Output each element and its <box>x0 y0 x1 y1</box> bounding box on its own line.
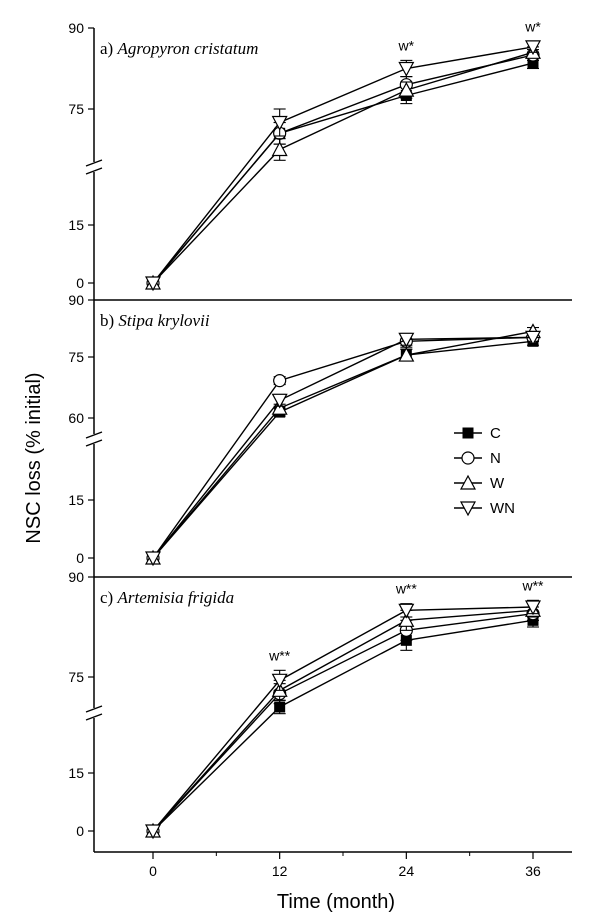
y-tick-label: 60 <box>68 410 84 426</box>
point-marker-wn <box>459 501 477 517</box>
series-line <box>152 51 534 284</box>
point-marker-wn <box>144 276 162 292</box>
point-marker-wn <box>144 824 162 840</box>
series-wn <box>144 330 542 567</box>
panel-title: b) Stipa krylovii <box>100 311 210 330</box>
point-marker-w <box>398 81 415 97</box>
series-c <box>147 613 539 837</box>
axis-break <box>85 159 103 175</box>
legend-label: W <box>490 475 505 492</box>
point-marker-n <box>273 374 287 388</box>
y-tick-label: 75 <box>68 669 84 685</box>
significance-label: w** <box>268 647 291 663</box>
series-line <box>152 619 534 832</box>
y-tick-label: 90 <box>68 569 84 585</box>
y-tick-label: 15 <box>68 765 84 781</box>
series-line <box>152 609 534 832</box>
series-line <box>152 330 534 559</box>
series-n <box>146 330 540 565</box>
point-marker-w <box>398 346 415 362</box>
legend-label: WN <box>490 500 515 517</box>
significance-label: w* <box>398 37 415 53</box>
point-marker-wn <box>524 330 542 346</box>
y-tick-label: 75 <box>68 349 84 365</box>
panel-title: c) Artemisia frigida <box>100 588 234 607</box>
y-tick-label: 0 <box>76 275 84 291</box>
y-axis-title: NSC loss (% initial) <box>23 372 45 543</box>
legend-entry-n: N <box>454 450 501 467</box>
point-marker-wn <box>271 115 288 131</box>
significance-label: w** <box>395 581 418 597</box>
axis-break <box>85 431 103 447</box>
series-wn <box>144 40 542 292</box>
y-tick-label: 15 <box>68 217 84 233</box>
series-wn <box>144 599 542 840</box>
point-marker-n <box>461 451 475 465</box>
axis-break <box>85 705 103 721</box>
panel-title: a) Agropyron cristatum <box>100 39 258 58</box>
series-line <box>152 336 534 559</box>
y-tick-label: 90 <box>68 20 84 36</box>
point-marker-c <box>462 427 474 439</box>
series-line <box>152 606 534 832</box>
x-tick-label: 24 <box>399 863 415 879</box>
significance-label: w** <box>521 577 544 593</box>
point-marker-wn <box>144 551 162 567</box>
point-marker-wn <box>271 673 288 689</box>
panel-b: 0 15 60 75 90 b) Stipa krylovii <box>68 292 542 567</box>
point-marker-w <box>459 474 477 490</box>
panel-c: 0 15 75 90 c) Artemisia frigida w** w** w** <box>68 569 544 840</box>
legend-entry-w: W <box>454 474 505 492</box>
series-line <box>152 336 534 559</box>
series-line <box>152 46 534 284</box>
plot-area: 0 12 24 36 0 15 75 90 a) Agropyron cristatum w* w*… <box>68 19 572 879</box>
point-marker-wn <box>524 40 542 56</box>
point-marker-wn <box>398 61 415 77</box>
series-line <box>152 54 534 284</box>
x-tick-label: 12 <box>272 863 288 879</box>
y-tick-label: 75 <box>68 101 84 117</box>
legend: CNW WN <box>454 425 515 517</box>
point-marker-wn <box>271 393 288 409</box>
point-marker-w <box>271 141 288 157</box>
point-marker-w <box>398 612 415 627</box>
y-tick-label: 0 <box>76 823 84 839</box>
x-tick-label: 36 <box>525 863 541 879</box>
point-marker-wn <box>398 603 415 619</box>
point-marker-wn <box>524 600 542 616</box>
legend-entry-wn: WN <box>454 500 515 517</box>
legend-label: N <box>490 450 501 467</box>
x-axis-title: Time (month) <box>277 891 395 913</box>
series-n <box>146 48 540 290</box>
legend-label: C <box>490 425 501 442</box>
series-w <box>144 602 542 838</box>
y-tick-label: 90 <box>68 292 84 308</box>
significance-label: w* <box>524 19 541 35</box>
y-tick-label: 15 <box>68 492 84 508</box>
legend-entry-c: C <box>454 425 501 442</box>
y-tick-label: 0 <box>76 550 84 566</box>
series-line <box>152 340 534 559</box>
series-c <box>147 57 539 289</box>
panel-a: 0 15 75 90 a) Agropyron cristatum w* w* <box>68 19 542 292</box>
point-marker-wn <box>398 332 415 348</box>
series-line <box>152 612 534 832</box>
series-w <box>144 44 542 290</box>
series-n <box>146 606 540 838</box>
x-tick-label: 0 <box>149 863 157 879</box>
